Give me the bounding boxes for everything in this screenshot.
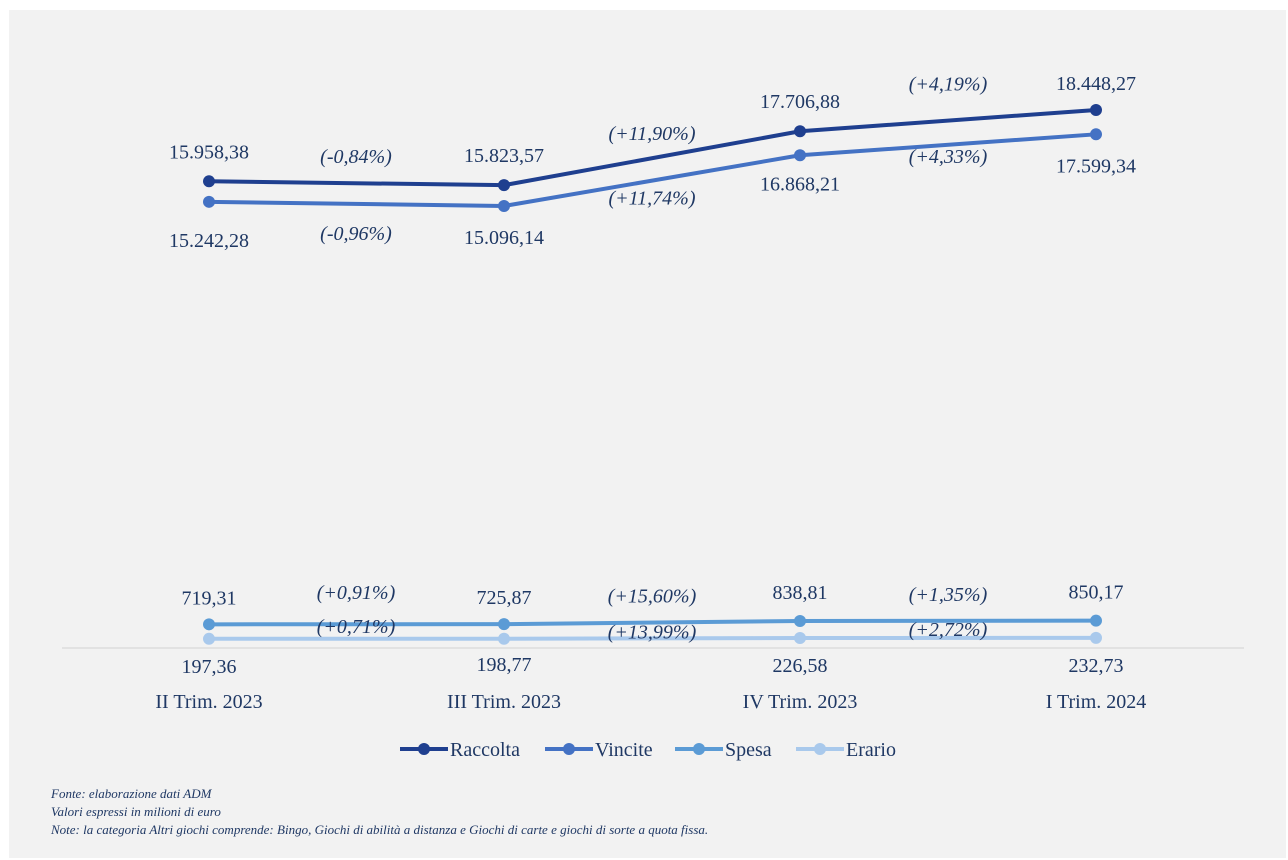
change-label-spesa: (+1,35%) [909,584,988,606]
data-label-vincite: 16.868,21 [760,173,840,195]
change-label-vincite: (-0,96%) [320,223,392,245]
change-label-erario: (+13,99%) [608,621,697,643]
change-label-spesa: (+15,60%) [608,586,697,608]
data-label-spesa: 838,81 [773,582,828,604]
x-tick-label: III Trim. 2023 [447,691,561,713]
change-label-raccolta: (-0,84%) [320,146,392,168]
series-line-vincite [208,132,1097,208]
legend-marker-vincite [563,743,575,755]
x-tick-label: II Trim. 2023 [155,691,262,713]
data-label-spesa: 850,17 [1069,582,1124,604]
chart-panel [9,10,1286,858]
data-point-vincite [203,195,215,208]
data-label-erario: 232,73 [1069,655,1124,677]
category-note: Note: la categoria Altri giochi comprend… [51,822,709,837]
data-point-erario [203,632,215,645]
data-label-vincite: 15.096,14 [464,227,544,249]
data-point-vincite [1090,128,1102,141]
data-point-erario [1090,631,1102,644]
data-label-vincite: 17.599,34 [1056,155,1136,177]
legend-marker-raccolta [418,743,430,755]
change-label-erario: (+0,71%) [317,616,396,638]
data-point-spesa [1090,614,1102,627]
units-note: Valori espressi in milioni di euro [51,804,221,819]
data-point-raccolta [794,125,806,138]
change-label-vincite: (+4,33%) [909,146,988,168]
data-label-raccolta: 17.706,88 [760,91,840,113]
legend-label-vincite: Vincite [595,739,653,761]
data-point-spesa [498,618,510,631]
data-label-raccolta: 18.448,27 [1056,73,1136,95]
data-point-erario [794,632,806,644]
legend-marker-erario [814,743,826,755]
change-label-raccolta: (+4,19%) [909,74,988,96]
legend-label-erario: Erario [846,739,896,761]
change-label-spesa: (+0,91%) [317,582,396,604]
chart-notes: Fonte: elaborazione dati ADM Valori espr… [51,785,708,839]
data-point-erario [498,632,510,645]
data-label-spesa: 725,87 [477,587,532,609]
series-line-spesa [208,618,1097,627]
data-point-spesa [794,615,806,627]
change-label-raccolta: (+11,90%) [609,123,696,145]
source-note: Fonte: elaborazione dati ADM [51,786,212,801]
data-point-vincite [498,200,510,212]
x-tick-label: IV Trim. 2023 [743,691,858,713]
data-label-erario: 198,77 [477,654,532,676]
legend-label-spesa: Spesa [725,739,772,761]
x-tick-label: I Trim. 2024 [1046,691,1147,713]
data-label-spesa: 719,31 [182,587,237,609]
data-label-raccolta: 15.823,57 [464,145,544,167]
legend-label-raccolta: Raccolta [450,739,520,761]
legend-marker-spesa [693,743,705,755]
change-label-erario: (+2,72%) [909,619,988,641]
series-line-erario [208,635,1097,641]
data-point-spesa [203,618,215,631]
series-line-raccolta [208,108,1097,188]
data-point-raccolta [203,175,215,188]
data-point-raccolta [498,179,510,192]
data-label-vincite: 15.242,28 [169,230,249,252]
change-label-vincite: (+11,74%) [609,188,696,210]
data-label-erario: 197,36 [182,656,237,678]
data-label-raccolta: 15.958,38 [169,141,249,163]
data-point-raccolta [1090,104,1102,116]
data-label-erario: 226,58 [773,655,828,677]
data-point-vincite [794,149,806,162]
